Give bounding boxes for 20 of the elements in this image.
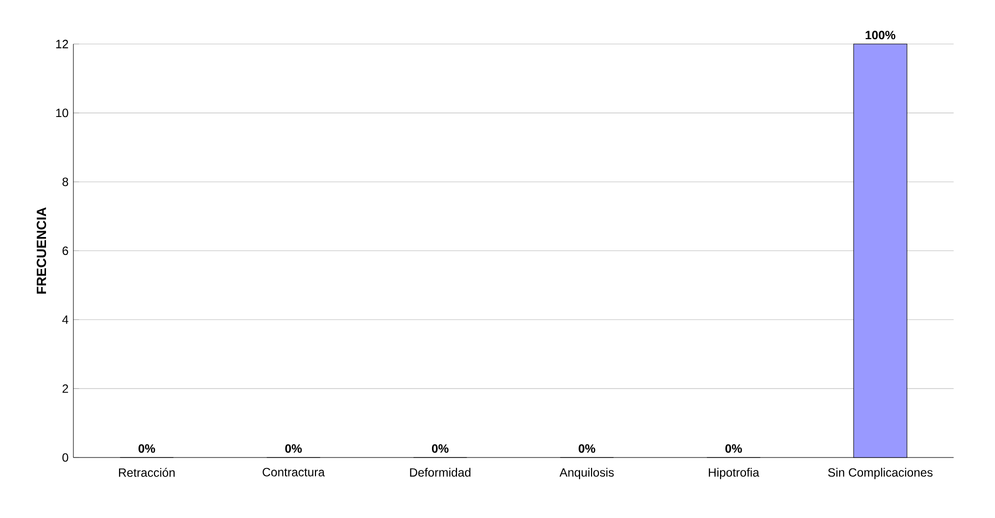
x-tick-label: Retracción	[119, 468, 175, 478]
annotation: 0%	[578, 444, 596, 454]
y-tick-label: 4	[62, 316, 68, 324]
y-axis-title: FRECUENCIA	[36, 208, 46, 294]
annotation: 0%	[725, 444, 742, 454]
annotation: 0%	[138, 444, 156, 454]
y-tick-label: 12	[56, 40, 68, 48]
x-tick-label: Anquilosis	[560, 468, 614, 480]
annotation: 0%	[285, 444, 302, 454]
x-tick-label: Contractura	[262, 468, 325, 477]
y-tick-label: 8	[62, 178, 68, 186]
y-tick-label: 0	[62, 453, 68, 462]
y-tick-label: 6	[62, 246, 68, 256]
x-tick-label: Hipotrofia	[708, 468, 760, 480]
annotation: 100%	[866, 31, 896, 40]
annotation: 0%	[432, 444, 449, 454]
y-tick-label: 10	[56, 108, 68, 118]
x-tick-label: Deformidad	[410, 468, 470, 477]
y-tick-label: 2	[62, 384, 68, 394]
x-tick-label: Sin Complicaciones	[828, 468, 933, 480]
